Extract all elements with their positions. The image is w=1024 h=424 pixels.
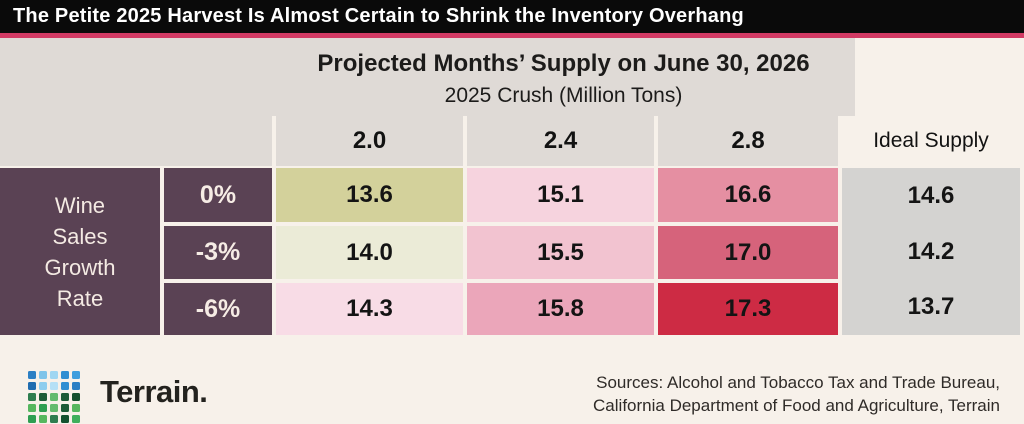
data-cell-r0c1: 15.1: [467, 168, 654, 222]
chart-title: Projected Months’ Supply on June 30, 202…: [317, 50, 810, 77]
logo-dot: [61, 382, 69, 390]
row-header-minus6pct: -6%: [164, 283, 272, 335]
column-header-2.4: 2.4: [467, 116, 654, 166]
column-header-2.8: 2.8: [658, 116, 838, 166]
logo-dot: [50, 415, 58, 423]
terrain-logo-icon: [28, 371, 80, 423]
ideal-value-r2: 13.7: [907, 293, 955, 321]
data-cell-r1c2: 17.0: [658, 226, 838, 279]
logo-dot: [28, 393, 36, 401]
logo-dot: [28, 382, 36, 390]
row-header-0pct: 0%: [164, 168, 272, 222]
logo-dot: [72, 404, 80, 412]
logo-dot: [50, 382, 58, 390]
data-cell-r0c2: 16.6: [658, 168, 838, 222]
row-header-minus3pct: -3%: [164, 226, 272, 279]
logo-dot: [28, 371, 36, 379]
logo-dot: [39, 382, 47, 390]
logo-dot: [39, 393, 47, 401]
logo-dot: [39, 404, 47, 412]
table-header-panel: [0, 38, 855, 116]
column-header-2.0: 2.0: [276, 116, 463, 166]
logo-dot: [61, 371, 69, 379]
data-cell-r2c1: 15.8: [467, 283, 654, 335]
logo-dot: [72, 393, 80, 401]
page-title: The Petite 2025 Harvest Is Almost Certai…: [13, 5, 744, 27]
ideal-value-r1: 14.2: [907, 237, 955, 265]
data-cell-r1c1: 15.5: [467, 226, 654, 279]
row-axis-label: Wine Sales Growth Rate: [0, 168, 160, 335]
logo-dot: [39, 415, 47, 423]
data-cell-r1c0: 14.0: [276, 226, 463, 279]
ideal-value-r0: 14.6: [907, 181, 955, 209]
logo-dot: [61, 393, 69, 401]
logo-dot: [39, 371, 47, 379]
logo-dot: [72, 371, 80, 379]
logo-dot: [50, 393, 58, 401]
title-bar: The Petite 2025 Harvest Is Almost Certai…: [0, 0, 1024, 33]
sources-note: Sources: Alcohol and Tobacco Tax and Tra…: [593, 373, 1000, 415]
logo-dot: [61, 415, 69, 423]
data-cell-r2c2: 17.3: [658, 283, 838, 335]
logo-dot: [50, 371, 58, 379]
logo-dot: [28, 415, 36, 423]
accent-rule: [0, 33, 1024, 38]
logo-dot: [28, 404, 36, 412]
logo-dot: [72, 382, 80, 390]
chart-subtitle: 2025 Crush (Million Tons): [444, 84, 683, 107]
data-cell-r2c0: 14.3: [276, 283, 463, 335]
table-header-panel-left: [0, 116, 272, 166]
data-cell-r0c0: 13.6: [276, 168, 463, 222]
terrain-wordmark: Terrain.: [100, 374, 208, 409]
logo-dot: [61, 404, 69, 412]
logo-dot: [50, 404, 58, 412]
logo-dot: [72, 415, 80, 423]
ideal-supply-column-header: Ideal Supply: [873, 129, 989, 152]
ideal-supply-column: 14.6 14.2 13.7: [842, 168, 1020, 335]
